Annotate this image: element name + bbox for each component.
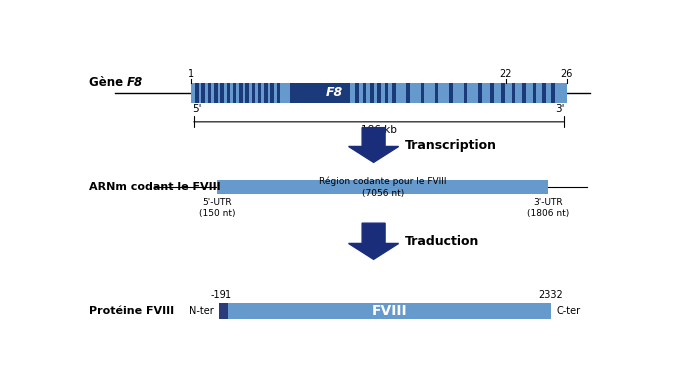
Bar: [208, 83, 211, 103]
Bar: [392, 83, 396, 103]
Text: 1: 1: [225, 291, 231, 300]
Text: 3': 3': [555, 105, 565, 114]
Text: N-ter: N-ter: [188, 306, 213, 316]
Text: 2332: 2332: [538, 291, 563, 300]
Bar: [277, 83, 280, 103]
Text: Traduction: Traduction: [405, 235, 479, 248]
Bar: [191, 83, 567, 103]
Text: F8: F8: [326, 86, 343, 99]
Bar: [258, 83, 261, 103]
Bar: [542, 83, 546, 103]
Text: 26: 26: [561, 69, 573, 79]
Bar: [435, 83, 438, 103]
Text: Transcription: Transcription: [405, 138, 497, 152]
Bar: [522, 83, 526, 103]
Bar: [228, 303, 551, 319]
Bar: [370, 83, 374, 103]
Bar: [384, 83, 388, 103]
Text: Protéine FVIII: Protéine FVIII: [90, 306, 174, 316]
Text: ARNm codant le FVIII: ARNm codant le FVIII: [90, 182, 221, 192]
Bar: [271, 83, 274, 103]
Text: 3'-UTR
(1806 nt): 3'-UTR (1806 nt): [527, 198, 569, 218]
Bar: [532, 83, 536, 103]
Bar: [245, 83, 249, 103]
Text: Gène: Gène: [90, 76, 128, 89]
Polygon shape: [349, 127, 398, 162]
Bar: [233, 83, 236, 103]
Text: 5'-UTR
(150 nt): 5'-UTR (150 nt): [199, 198, 236, 218]
Text: Région codante pour le FVIII
(7056 nt): Région codante pour le FVIII (7056 nt): [319, 177, 446, 198]
Bar: [217, 180, 548, 194]
Bar: [363, 83, 366, 103]
Text: C-ter: C-ter: [556, 306, 580, 316]
Bar: [201, 83, 205, 103]
Polygon shape: [349, 223, 398, 259]
Text: 186 kb: 186 kb: [361, 125, 397, 135]
Bar: [421, 83, 424, 103]
Bar: [290, 83, 350, 103]
Bar: [478, 83, 482, 103]
Bar: [264, 83, 268, 103]
Text: 5': 5': [192, 105, 202, 114]
Bar: [239, 83, 243, 103]
Bar: [252, 83, 255, 103]
Bar: [511, 83, 516, 103]
Bar: [450, 83, 453, 103]
Bar: [551, 83, 555, 103]
Bar: [501, 83, 505, 103]
Bar: [227, 83, 230, 103]
Bar: [355, 83, 359, 103]
Text: -19: -19: [211, 291, 227, 300]
Bar: [195, 83, 199, 103]
Bar: [490, 83, 493, 103]
Text: F8: F8: [127, 76, 143, 89]
Text: FVIII: FVIII: [371, 304, 407, 318]
Bar: [378, 83, 381, 103]
Bar: [406, 83, 410, 103]
Text: 1: 1: [188, 69, 194, 79]
Bar: [464, 83, 468, 103]
Bar: [219, 303, 228, 319]
Bar: [214, 83, 217, 103]
Bar: [220, 83, 224, 103]
Text: 22: 22: [499, 69, 512, 79]
